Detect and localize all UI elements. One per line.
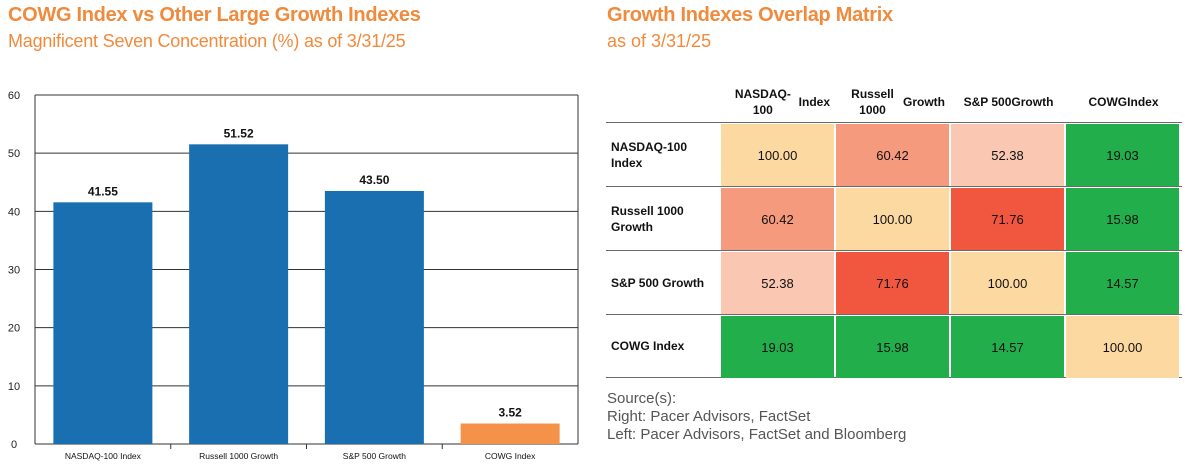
matrix-cell: 71.76 (836, 252, 949, 314)
y-tick-label: 20 (8, 323, 20, 335)
matrix-cell: 60.42 (721, 188, 834, 250)
matrix-cell: 100.00 (1066, 316, 1179, 378)
overlap-matrix: NASDAQ-100 Index Russell 1000 Growth S&P 5… (606, 82, 1182, 378)
y-tick-label: 60 (8, 90, 20, 102)
matrix-cell: 100.00 (951, 252, 1064, 314)
x-tick-label: NASDAQ-100 Index (65, 451, 142, 461)
matrix-cell: 15.98 (836, 316, 949, 378)
bar (324, 190, 424, 444)
data-label: 43.50 (359, 173, 389, 187)
matrix-cell: 52.38 (951, 124, 1064, 186)
matrix-column-header: COWG Index (1088, 95, 1159, 109)
bar (460, 423, 560, 444)
matrix-cell: 15.98 (1066, 188, 1179, 250)
y-tick-label: 10 (8, 381, 20, 393)
concentration-bar-chart: 0 10 20 30 40 50 60 41.55 NASDAQ-100 Index 51.52 R… (8, 90, 579, 461)
bar (189, 144, 289, 445)
matrix-cell: 14.57 (951, 316, 1064, 378)
source-note: Source(s): Right: Pacer Advisors, FactSe… (607, 390, 906, 444)
matrix-row: Russell 1000 Growth 60.42 100.00 71.76 15.98 (606, 186, 1182, 250)
data-label: 41.55 (88, 184, 118, 198)
left-chart-title: COWG Index vs Other Large Growth Indexes (8, 4, 421, 26)
matrix-cell: 71.76 (951, 188, 1064, 250)
matrix-corner (606, 82, 721, 122)
matrix-column-header: Russell 1000 Growth (851, 87, 945, 117)
matrix-cell: 19.03 (1066, 124, 1179, 186)
matrix-subtitle: as of 3/31/25 (607, 31, 712, 51)
x-tick-label: S&P 500 Growth (343, 451, 406, 461)
matrix-row: COWG Index 19.03 15.98 14.57 100.00 (606, 314, 1182, 378)
matrix-cell: 100.00 (721, 124, 834, 186)
matrix-header-row: NASDAQ-100 Index Russell 1000 Growth S&P 5… (606, 82, 1182, 122)
x-tick-label: COWG Index (485, 451, 536, 461)
matrix-row-header: NASDAQ-100 Index (611, 139, 688, 170)
data-label: 3.52 (498, 406, 522, 420)
source-heading: Source(s): (607, 390, 677, 407)
source-right: Right: Pacer Advisors, FactSet (607, 408, 811, 425)
matrix-row: NASDAQ-100 Index 100.00 60.42 52.38 19.03 (606, 122, 1182, 186)
matrix-cell: 14.57 (1066, 252, 1179, 314)
bar (53, 202, 153, 444)
source-left: Left: Pacer Advisors, FactSet and Bloomb… (607, 426, 907, 443)
matrix-cell: 100.00 (836, 188, 949, 250)
matrix-row-header: Russell 1000 Growth (611, 203, 684, 234)
y-tick-label: 30 (8, 265, 20, 277)
data-label: 51.52 (224, 126, 254, 140)
matrix-cell: 52.38 (721, 252, 834, 314)
matrix-title: Growth Indexes Overlap Matrix (607, 4, 893, 26)
matrix-column-header: NASDAQ-100 Index (734, 87, 830, 117)
y-tick-label: 0 (11, 439, 17, 451)
matrix-cell: 60.42 (836, 124, 949, 186)
y-tick-label: 40 (8, 206, 20, 218)
x-tick-label: Russell 1000 Growth (199, 451, 278, 461)
matrix-row-header: COWG Index (611, 339, 685, 353)
matrix-cell: 19.03 (721, 316, 834, 378)
left-chart-subtitle: Magnificent Seven Concentration (%) as o… (8, 31, 406, 51)
matrix-row-header: S&P 500 Growth (611, 275, 705, 290)
y-tick-label: 50 (8, 148, 20, 160)
matrix-column-header: S&P 500 Growth (963, 95, 1054, 109)
matrix-row: S&P 500 Growth 52.38 71.76 100.00 14.57 (606, 250, 1182, 314)
